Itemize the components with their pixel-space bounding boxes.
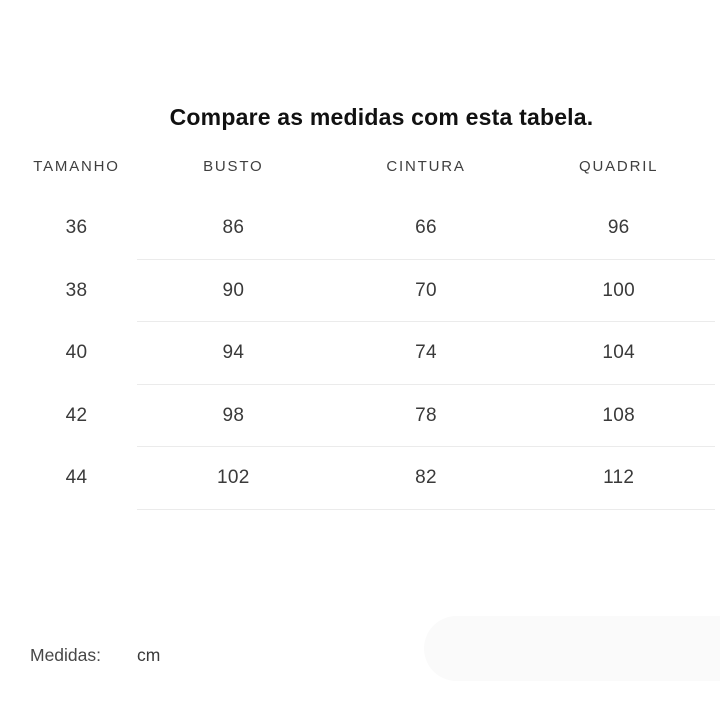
- table-row: 44 102 82 112: [0, 447, 715, 510]
- column-header-cintura: CINTURA: [386, 157, 466, 175]
- measurement-unit-row: Medidas: cm: [30, 645, 160, 666]
- cell-busto: 98: [222, 404, 245, 426]
- cell-quadril: 104: [602, 342, 635, 364]
- table-header-row: TAMANHO BUSTO CINTURA QUADRIL: [0, 135, 715, 197]
- cell-tamanho: 38: [65, 279, 88, 301]
- table-row: 42 98 78 108: [0, 385, 715, 448]
- cell-cintura: 82: [415, 467, 437, 489]
- cell-tamanho: 40: [65, 342, 88, 364]
- cell-cintura: 70: [415, 279, 437, 301]
- page-title: Compare as medidas com esta tabela.: [169, 104, 594, 130]
- cell-quadril: 100: [602, 279, 635, 301]
- cell-busto: 90: [222, 279, 245, 301]
- cell-busto: 86: [222, 217, 245, 239]
- cell-busto: 102: [217, 467, 250, 489]
- size-table: TAMANHO BUSTO CINTURA QUADRIL 36 86 66 9…: [0, 135, 715, 510]
- table-row: 36 86 66 96: [0, 197, 715, 260]
- cell-tamanho: 42: [65, 404, 88, 426]
- measures-label: Medidas:: [30, 645, 102, 665]
- table-row: 40 94 74 104: [0, 322, 715, 385]
- column-header-busto: BUSTO: [203, 157, 264, 175]
- table-row: 38 90 70 100: [0, 260, 715, 323]
- cell-quadril: 112: [603, 467, 635, 489]
- cell-busto: 94: [222, 342, 245, 364]
- column-header-quadril: QUADRIL: [579, 157, 659, 175]
- cell-cintura: 78: [415, 404, 437, 426]
- column-header-tamanho: TAMANHO: [33, 157, 120, 175]
- cell-tamanho: 36: [65, 217, 88, 239]
- cell-quadril: 96: [607, 217, 630, 239]
- cell-tamanho: 44: [65, 467, 88, 489]
- cell-cintura: 66: [415, 217, 437, 239]
- bottom-right-pill-button[interactable]: [424, 616, 720, 681]
- cell-cintura: 74: [415, 342, 437, 364]
- cell-quadril: 108: [602, 404, 635, 426]
- unit-value: cm: [137, 645, 161, 665]
